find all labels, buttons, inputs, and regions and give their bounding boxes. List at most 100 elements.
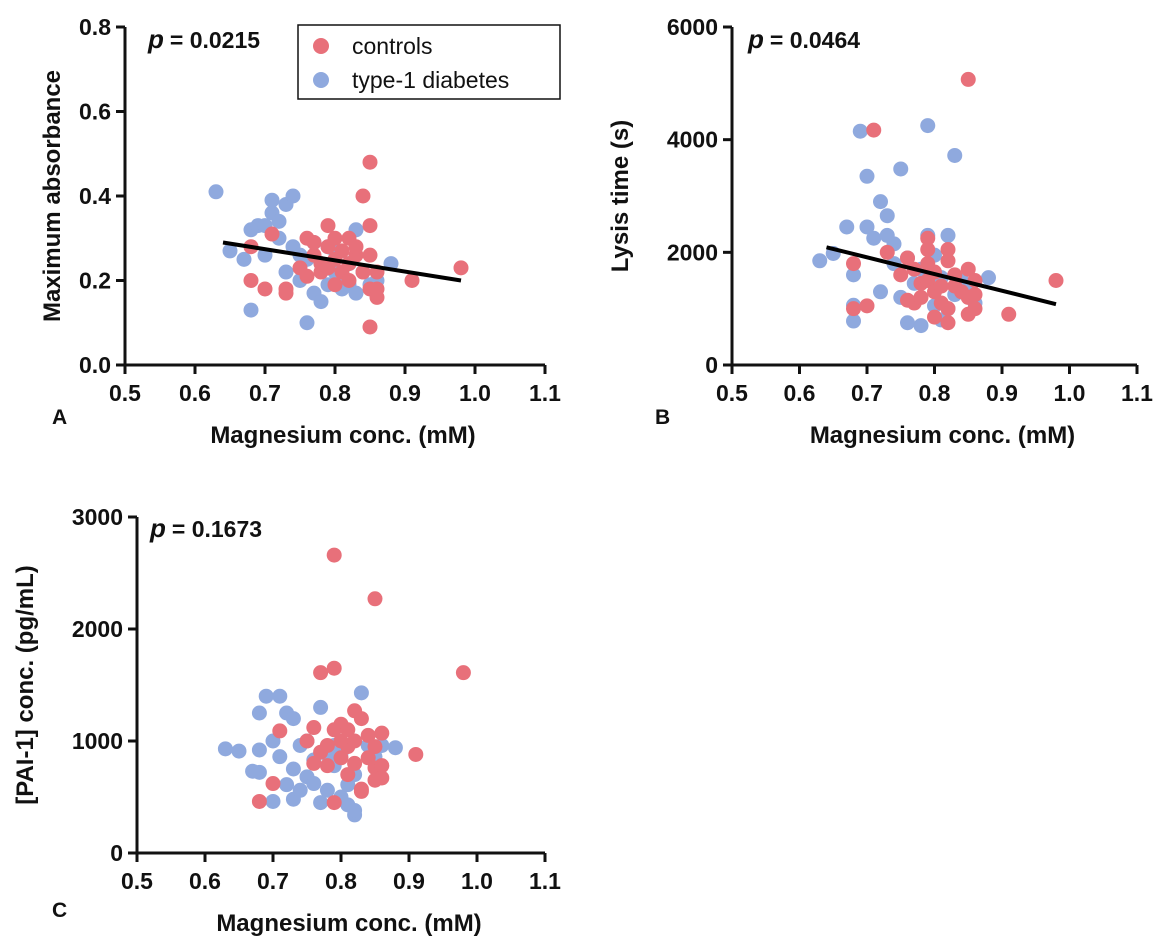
data-point-diabetes [319,782,335,798]
data-point-diabetes [279,777,295,793]
data-point-diabetes [272,688,288,704]
data-point-controls [927,309,942,325]
y-tick-label: 1000 [72,728,123,754]
data-point-diabetes [873,284,888,300]
legend-box [297,24,561,100]
regression-line [222,240,462,283]
data-point-controls [1001,306,1017,322]
data-point-controls [278,281,294,297]
y-tick-label: 0 [705,352,718,378]
data-point-controls [913,289,929,305]
x-tick-label: 1.1 [529,868,561,894]
data-point-controls [920,230,936,246]
legend-label-controls: controls [352,33,433,59]
data-point-controls [320,218,336,234]
x-tick-label: 0.6 [189,868,221,894]
data-point-controls [362,247,378,263]
series-controls [846,71,1064,331]
chart-panel-c: 0.5 0.6 0.7 0.8 0.9 1.0 1.1 0 1000 2000 3000 Magnes… [12,504,561,937]
x-tick-label: 0.8 [919,380,951,406]
data-point-diabetes [264,192,280,208]
p-value-text: = 0.1673 [172,516,262,542]
legend-marker-controls [313,38,329,54]
x-axis-label: Magnesium conc. (mM) [210,422,475,449]
p-symbol: p [149,513,166,543]
data-point-controls [347,733,363,749]
data-point-diabetes [940,227,956,243]
data-point-controls [453,260,469,276]
data-point-controls [264,226,280,242]
data-point-diabetes [893,161,909,177]
data-point-diabetes [947,147,963,163]
y-tick-label: 0.8 [79,14,111,40]
data-point-controls [306,234,322,250]
data-point-diabetes [313,699,329,715]
data-point-controls [859,298,875,314]
x-tick-label: 0.5 [109,380,141,406]
data-point-diabetes [913,318,929,334]
y-axis-label: Lysis time (s) [607,120,634,273]
data-point-diabetes [846,313,861,329]
data-point-controls [306,755,322,771]
p-symbol: p [147,24,164,54]
data-point-controls [940,315,956,331]
data-point-controls [940,253,956,269]
data-point-diabetes [347,802,363,818]
data-point-controls [327,277,343,293]
data-point-controls [341,273,357,288]
data-point-diabetes [251,742,267,758]
data-point-diabetes [299,315,315,331]
data-point-controls [326,547,342,563]
data-point-controls [367,739,383,755]
data-point-diabetes [222,243,238,259]
x-tick-label: 0.7 [249,380,281,406]
data-point-controls [374,725,390,741]
data-point-controls [455,665,471,681]
x-tick-label: 1.0 [461,868,493,894]
data-point-diabetes [258,688,274,704]
data-point-controls [326,795,342,811]
data-point-controls [960,71,976,87]
data-point-controls [367,591,383,607]
x-tick-label: 0.5 [121,868,153,894]
data-point-diabetes [812,253,828,269]
legend-label-diabetes: type-1 diabetes [352,67,509,93]
data-point-controls [369,289,385,305]
data-point-diabetes [348,285,364,301]
data-point-diabetes [272,749,288,765]
data-point-diabetes [285,188,301,204]
y-axis-label: [PAI-1] conc. (pg/mL) [12,565,39,805]
data-point-controls [353,783,369,799]
data-point-controls [299,733,315,749]
legend: controls type-1 diabetes [297,24,561,100]
data-point-controls [327,230,343,246]
data-point-diabetes [873,194,888,210]
p-value-text: = 0.0464 [770,27,860,53]
data-point-controls [940,242,956,258]
x-tick-label: 0.7 [257,868,289,894]
y-tick-label: 0.0 [79,352,111,378]
data-point-controls [347,755,363,771]
y-tick-label: 2000 [667,239,718,265]
data-point-controls [355,264,371,280]
legend-marker-diabetes [313,72,329,88]
panel-letter: B [655,406,670,429]
data-point-diabetes [285,761,301,777]
data-point-diabetes [879,208,895,224]
panel-letter: A [52,406,67,429]
p-value-annotation: p = 0.0464 [747,24,860,54]
x-tick-label: 1.1 [1121,380,1153,406]
data-point-controls [348,239,364,255]
data-point-controls [960,261,976,277]
data-point-controls [353,711,369,727]
data-point-controls [846,256,861,272]
data-point-controls [340,722,356,738]
y-tick-label: 0.4 [79,183,111,209]
data-point-controls [900,250,915,266]
y-axis-label: Maximum absorbance [39,70,66,322]
p-value-annotation: p = 0.0215 [147,24,260,54]
x-tick-label: 1.0 [459,380,491,406]
data-point-controls [940,301,956,317]
panel-letter: C [52,899,67,922]
data-point-controls [408,746,424,762]
